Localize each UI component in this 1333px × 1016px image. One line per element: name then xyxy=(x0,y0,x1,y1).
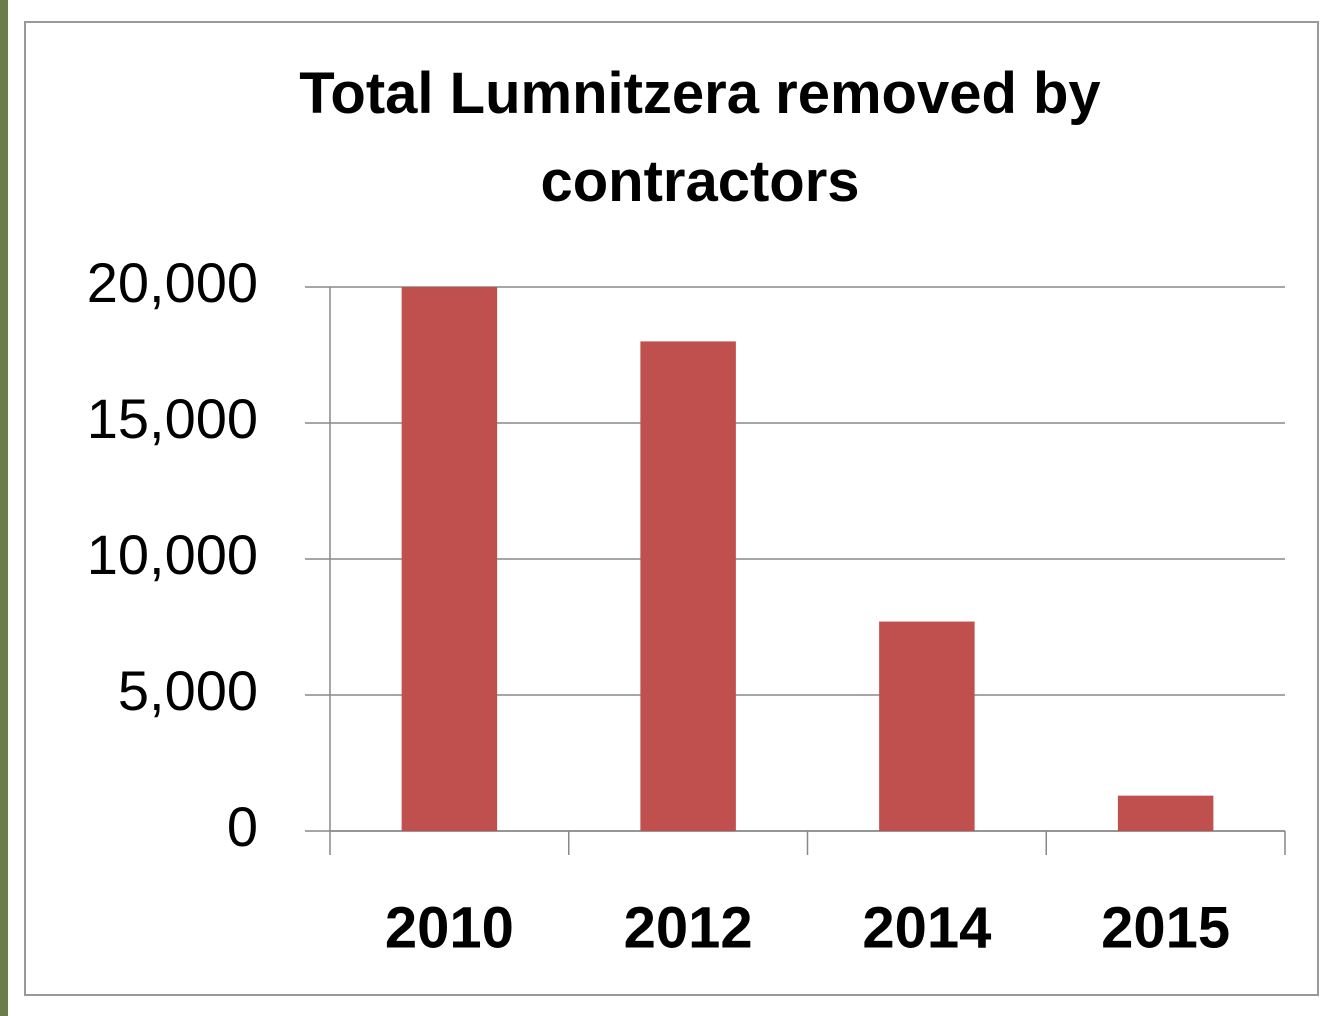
x-tick-label: 2010 xyxy=(385,895,514,960)
y-tick-label: 15,000 xyxy=(87,387,258,450)
x-tick-label: 2014 xyxy=(862,895,991,960)
bar xyxy=(640,341,736,831)
chart-title: Total Lumnitzera removed by contractors xyxy=(299,61,1101,214)
x-tick-label: 2015 xyxy=(1101,895,1230,960)
y-tick-label: 0 xyxy=(227,795,258,858)
edge-strip xyxy=(0,0,8,1016)
y-tick-label: 20,000 xyxy=(87,251,258,314)
title-box: Total Lumnitzera removed by contractors xyxy=(299,61,1101,214)
y-tick-label: 10,000 xyxy=(87,523,258,586)
bar xyxy=(1117,795,1214,831)
x-tick-label: 2012 xyxy=(624,895,753,960)
y-tick-label: 5,000 xyxy=(118,659,258,722)
bar xyxy=(401,287,498,831)
bar xyxy=(879,621,975,831)
